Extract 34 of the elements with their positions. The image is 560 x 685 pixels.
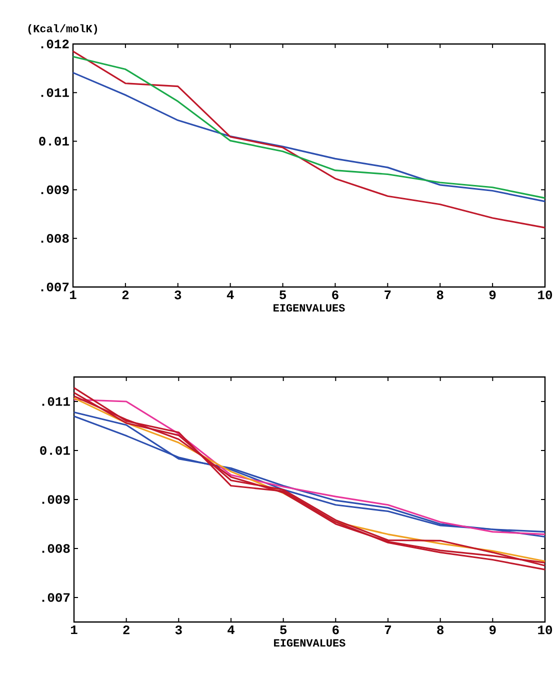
y-tick-label: .007 (42, 593, 70, 602)
y-tick-label: .007 (41, 282, 69, 292)
x-tick-label: 8 (437, 626, 444, 634)
x-tick-label: 10 (538, 626, 552, 634)
x-tick-label: 7 (384, 626, 392, 634)
y-tick-label: .011 (41, 88, 69, 97)
y-axis-title: (Kcal/molK) (28, 24, 98, 34)
y-tick-label: .008 (42, 544, 70, 553)
x-tick-label: 8 (436, 290, 444, 300)
x-axis-title: EIGENVALUES (274, 304, 345, 312)
x-tick-label: 6 (332, 626, 339, 634)
y-tick-label: .009 (42, 495, 70, 504)
x-tick-label: 9 (489, 626, 496, 634)
x-tick-label: 4 (226, 290, 234, 300)
x-tick-label: 6 (332, 290, 338, 300)
y-tick-label: .012 (41, 40, 69, 48)
x-tick-label: 3 (175, 626, 182, 634)
x-tick-label: 3 (174, 290, 182, 300)
x-tick-label: 1 (70, 290, 76, 300)
x-tick-label: 1 (70, 626, 78, 634)
x-tick-label: 2 (123, 626, 130, 634)
x-tick-label: 5 (280, 626, 287, 634)
y-tick-label: 0.01 (39, 136, 69, 146)
x-tick-label: 4 (228, 626, 234, 634)
y-tick-label: .011 (42, 397, 70, 406)
x-tick-label: 10 (538, 290, 552, 300)
x-tick-label: 5 (280, 290, 286, 300)
x-tick-label: 7 (384, 290, 391, 300)
y-tick-label: 0.01 (40, 446, 70, 455)
x-tick-label: 9 (489, 290, 496, 300)
y-tick-label: .009 (41, 185, 69, 194)
x-axis-title: EIGENVALUES (274, 639, 346, 647)
y-tick-label: .008 (41, 234, 69, 243)
x-tick-label: 2 (122, 290, 129, 300)
